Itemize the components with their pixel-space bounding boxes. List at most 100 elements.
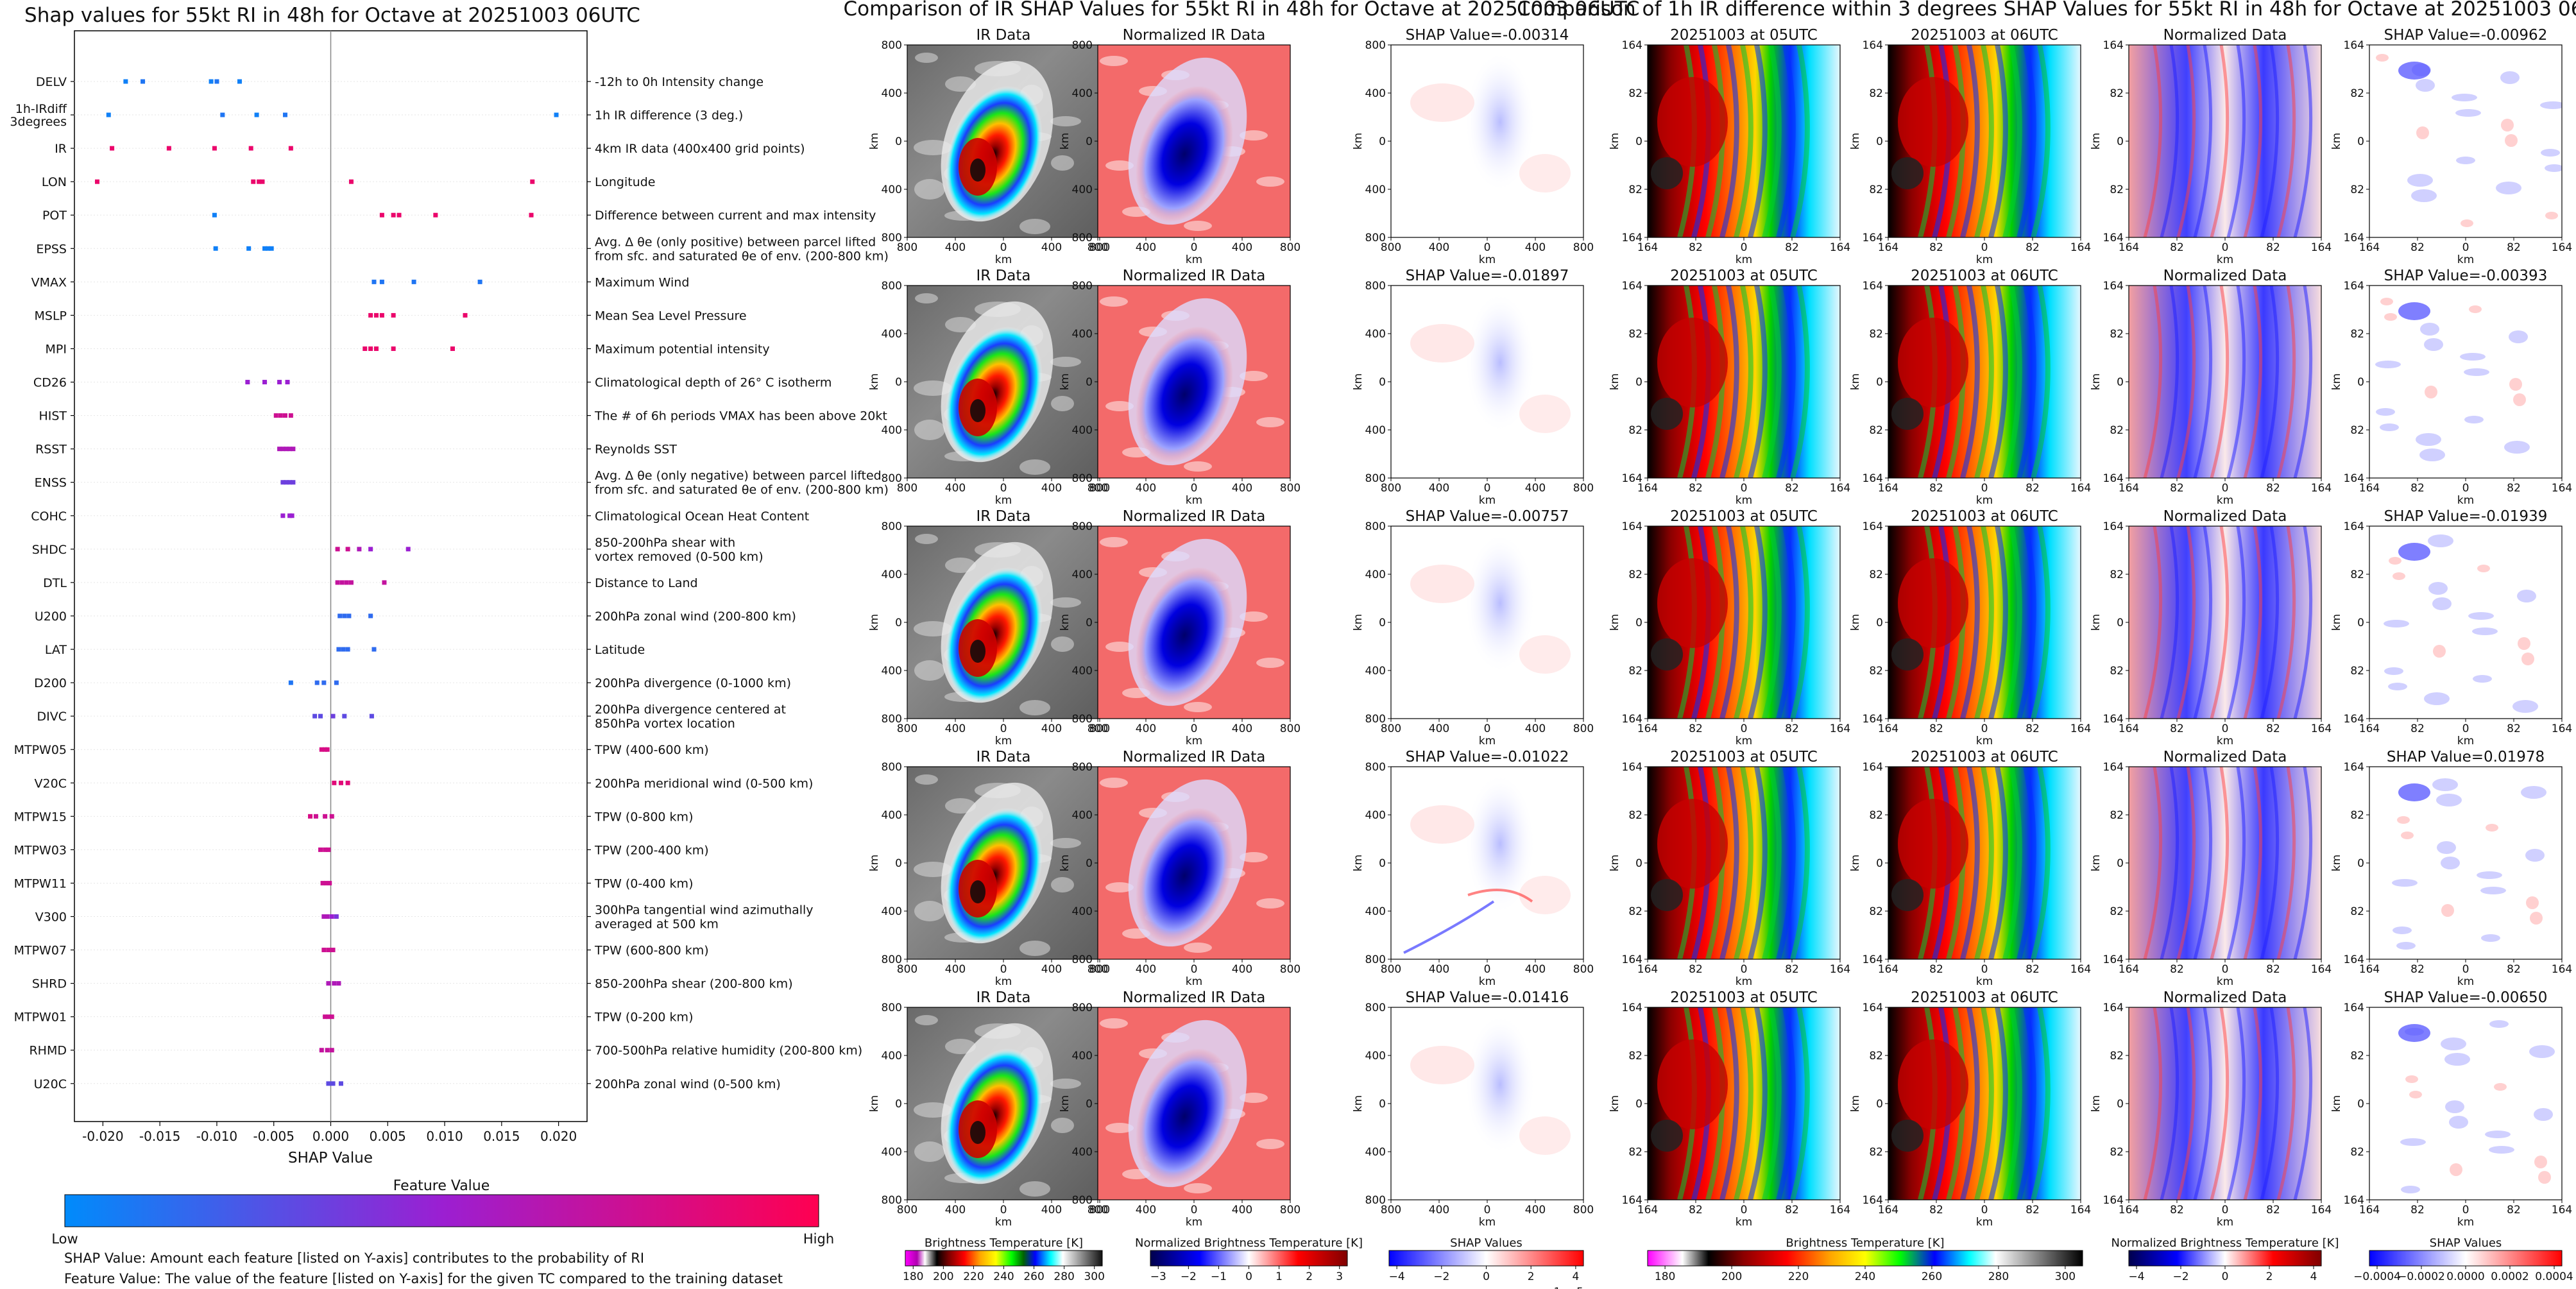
panel-x-axis-label: km <box>2457 735 2474 747</box>
panel-title: IR Data <box>977 989 1031 1006</box>
shap-point <box>374 346 379 351</box>
x-tick-label: 0.005 <box>370 1129 406 1144</box>
panel-y-axis-label: km <box>868 373 881 390</box>
norm-core <box>1136 807 1233 944</box>
panel-y-tick-label: 0 <box>1086 376 1093 389</box>
panel-x-axis-label: km <box>995 494 1012 507</box>
shap-point <box>371 647 377 652</box>
panel-y-tick-label: 0 <box>895 1098 902 1111</box>
shap-point <box>335 580 340 585</box>
shap-blob <box>2477 565 2490 572</box>
cloud-streak <box>914 901 945 921</box>
shap-blob <box>2409 1091 2422 1098</box>
panel-x-tick-label: 400 <box>1136 1204 1156 1216</box>
panel-y-tick-label: 82 <box>1869 665 1883 678</box>
panel-x-tick-label: 164 <box>1637 963 1658 976</box>
warm-region <box>1657 318 1728 407</box>
norm-streak <box>1105 160 1134 171</box>
panel-image <box>2369 1007 2562 1200</box>
shap-blob <box>2477 871 2502 879</box>
cloud-streak <box>915 1015 938 1025</box>
band-streak <box>1762 45 1782 237</box>
shap-blob <box>2494 1083 2507 1091</box>
warm-region <box>1898 318 1968 407</box>
norm-band-streak <box>2143 526 2163 719</box>
panel-y-tick-label: 800 <box>1365 713 1386 726</box>
feature-description: Maximum Wind <box>595 275 689 289</box>
shap-blob <box>2545 164 2562 172</box>
panel-y-tick-label: 82 <box>1869 424 1883 437</box>
feature-description: TPW (0-400 km) <box>594 876 693 891</box>
shap-point <box>345 647 350 652</box>
shap-panel-title: SHAP Value=-0.01022 <box>1406 749 1569 765</box>
beeswarm-title: Shap values for 55kt RI in 48h for Octav… <box>24 4 640 27</box>
ir-shap-grid: Comparison of IR SHAP Values for 55kt RI… <box>844 0 1640 1289</box>
colorbar-tick-label: 1 <box>1275 1270 1283 1283</box>
colorbar-tick-label: 3 <box>1336 1270 1343 1283</box>
shap-point <box>330 1081 336 1086</box>
panel-y-tick-label: 164 <box>1622 1002 1642 1014</box>
shap-point <box>248 146 253 151</box>
norm-band-streak <box>2143 767 2163 959</box>
feature-description: vortex removed (0-500 km) <box>595 550 763 564</box>
shap-background <box>2369 45 2562 237</box>
panel-y-tick-label: 82 <box>1869 1146 1883 1159</box>
band-streak <box>2017 286 2036 478</box>
norm-band-streak <box>2210 1007 2230 1200</box>
panel-x-tick-label: 164 <box>2359 722 2380 735</box>
shap-point <box>342 713 347 719</box>
panel-x-tick-label: 82 <box>2026 1204 2040 1216</box>
shap-blob <box>2441 857 2460 869</box>
shap-point <box>277 380 282 385</box>
feature-label: POT <box>42 209 67 223</box>
panel-x-tick-label: 400 <box>1041 1204 1062 1216</box>
panel-y-axis-label: km <box>2090 1095 2103 1112</box>
panel-y-tick-label: 800 <box>1072 232 1093 244</box>
panel-x-tick-label: 800 <box>1088 722 1108 735</box>
x-axis-label: SHAP Value <box>288 1150 373 1166</box>
shap-point <box>379 279 384 284</box>
colorbar-label: Normalized Brightness Temperature [K] <box>2111 1236 2339 1250</box>
band-streak <box>2017 45 2036 237</box>
panel-y-axis-label: km <box>1059 133 1071 149</box>
shap-point <box>95 179 100 184</box>
colorbar <box>1647 1250 2083 1267</box>
shap-point <box>391 346 396 351</box>
colorbar-tick-label: 240 <box>1855 1270 1875 1283</box>
band-streak <box>1734 286 1753 478</box>
panel-y-tick-label: 800 <box>882 520 902 533</box>
panel-y-tick-label: 0 <box>2357 135 2364 148</box>
panel-y-tick-label: 164 <box>1622 472 1642 485</box>
panel-x-axis-label: km <box>1479 1216 1496 1229</box>
panel-x-axis-label: km <box>2457 1216 2474 1229</box>
x-tick-label: 0.010 <box>426 1129 463 1144</box>
shap-blob <box>2416 126 2429 139</box>
shap-point <box>110 146 115 151</box>
panel-x-tick-label: 800 <box>1089 963 1110 976</box>
feature-label: MTPW01 <box>14 1011 67 1025</box>
panel-x-tick-label: 0 <box>1981 482 1988 495</box>
warm-region <box>1898 558 1968 648</box>
panel-y-tick-label: 82 <box>1869 568 1883 581</box>
panel-x-tick-label: 82 <box>1785 241 1799 254</box>
shap-point <box>336 647 341 652</box>
band-streak <box>1790 1007 1810 1200</box>
panel-x-axis-label: km <box>1736 735 1752 747</box>
panel-y-tick-label: 800 <box>1365 472 1386 485</box>
panel-y-tick-label: 800 <box>1365 39 1386 52</box>
shap-point <box>288 680 293 685</box>
shap-point <box>280 447 286 452</box>
panel-y-tick-label: 400 <box>1072 328 1093 341</box>
norm-band-streak <box>2210 526 2230 719</box>
band-streak <box>1988 1007 2008 1200</box>
panel-y-tick-label: 400 <box>1365 568 1386 581</box>
panel-x-tick-label: 0 <box>1981 241 1988 254</box>
panel-title: 20251003 at 06UTC <box>1911 268 2058 284</box>
norm-streak <box>1184 461 1212 472</box>
panel-title: Normalized IR Data <box>1123 749 1266 765</box>
panel-y-axis-label: km <box>1608 855 1621 871</box>
feature-description: 4km IR data (400x400 grid points) <box>595 142 805 156</box>
feature-description: TPW (0-200 km) <box>594 1011 693 1025</box>
shap-panel-title: SHAP Value=-0.00393 <box>2384 268 2548 284</box>
panel-x-tick-label: 800 <box>1089 1204 1110 1216</box>
